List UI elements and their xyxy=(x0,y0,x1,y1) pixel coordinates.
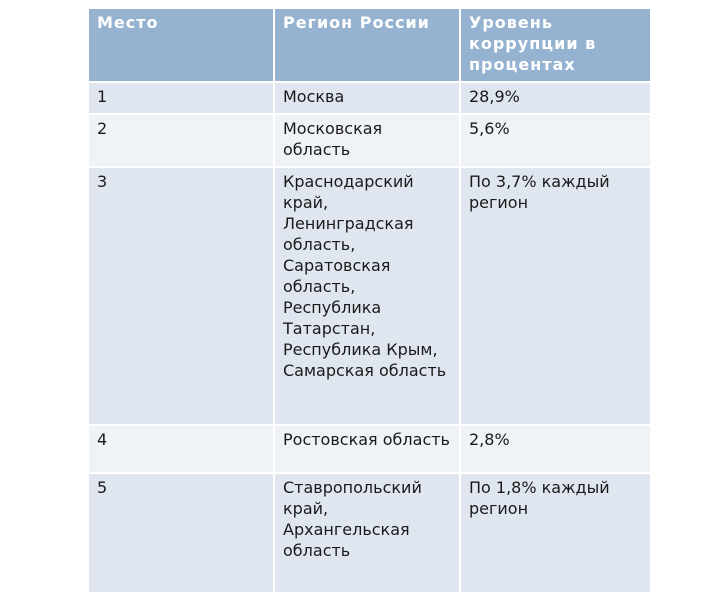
cell-level: 28,9% xyxy=(460,82,650,115)
table-header-row: Место Регион России Уровень коррупции в … xyxy=(89,9,650,83)
cell-level: 5,6% xyxy=(460,114,650,168)
cell-region: Ростовская область xyxy=(274,425,461,474)
cell-place: 1 xyxy=(89,82,275,115)
cell-place: 5 xyxy=(89,473,275,594)
cell-region: Москва xyxy=(274,82,461,115)
cell-level: По 1,8% каждый регион xyxy=(460,473,650,594)
table-row: 4 Ростовская область 2,8% xyxy=(89,425,650,474)
cell-place: 3 xyxy=(89,167,275,426)
header-region: Регион России xyxy=(274,9,461,83)
cell-level: 2,8% xyxy=(460,425,650,474)
header-level: Уровень коррупции в процентах xyxy=(460,9,650,83)
header-place: Место xyxy=(89,9,275,83)
table-row: 5 Ставропольский край, Архангельская обл… xyxy=(89,473,650,594)
cell-region: Краснодарский край, Ленинградская област… xyxy=(274,167,461,426)
cell-place: 2 xyxy=(89,114,275,168)
table-row: 3 Краснодарский край, Ленинградская обла… xyxy=(89,167,650,426)
cell-region: Московская область xyxy=(274,114,461,168)
cell-region: Ставропольский край, Архангельская облас… xyxy=(274,473,461,594)
table-row: 1 Москва 28,9% xyxy=(89,82,650,115)
corruption-table-container: Место Регион России Уровень коррупции в … xyxy=(89,9,650,594)
table-row: 2 Московская область 5,6% xyxy=(89,114,650,168)
cell-place: 4 xyxy=(89,425,275,474)
cell-level: По 3,7% каждый регион xyxy=(460,167,650,426)
corruption-table: Место Регион России Уровень коррупции в … xyxy=(89,9,650,594)
